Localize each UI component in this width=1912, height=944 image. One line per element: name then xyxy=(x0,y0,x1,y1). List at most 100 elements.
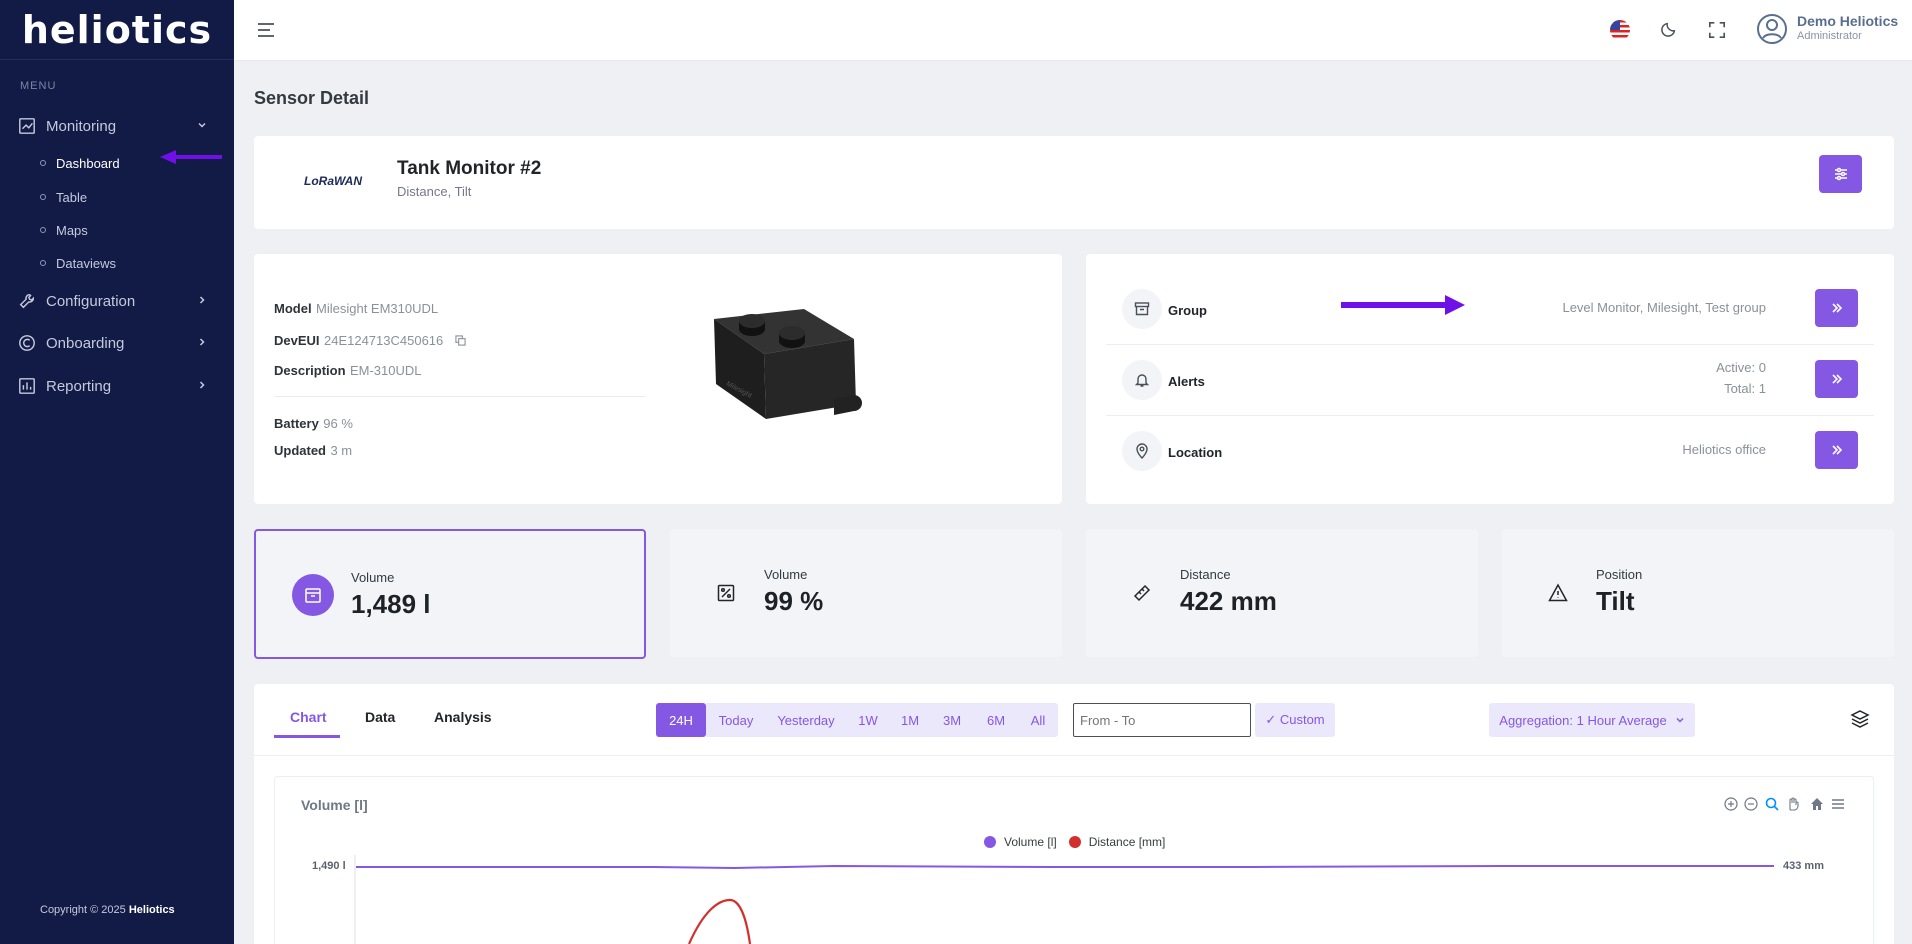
description-value: EM-310UDL xyxy=(349,363,422,378)
battery-value: 96 % xyxy=(323,416,353,431)
location-value: Heliotics office xyxy=(1682,442,1766,457)
tile-label: Volume xyxy=(351,570,395,585)
archive-icon xyxy=(1134,302,1150,316)
range-3m-button[interactable]: 3M xyxy=(930,703,974,737)
location-open-button[interactable] xyxy=(1815,431,1858,469)
range-6m-button[interactable]: 6M xyxy=(974,703,1018,737)
range-1w-button[interactable]: 1W xyxy=(846,703,890,737)
deveui-label: DevEUI xyxy=(274,332,320,348)
alerts-active: Active: 0 xyxy=(1716,360,1766,375)
date-range-input[interactable] xyxy=(1073,703,1251,737)
sidebar-subitem-maps[interactable]: Maps xyxy=(0,217,234,243)
sidebar-item-configuration[interactable]: Configuration xyxy=(0,286,234,316)
range-24h-button[interactable]: 24H xyxy=(656,703,706,737)
bell-icon xyxy=(1134,374,1150,387)
tab-analysis[interactable]: Analysis xyxy=(434,709,492,725)
copyright: Copyright © 2025 Heliotics xyxy=(40,904,175,916)
zoom-in-icon[interactable] xyxy=(1724,797,1738,811)
magnifier-icon[interactable] xyxy=(1765,797,1779,811)
chevron-down-icon xyxy=(198,122,206,128)
device-settings-button[interactable] xyxy=(1819,155,1862,193)
user-circle-icon[interactable] xyxy=(1756,13,1788,45)
tab-data[interactable]: Data xyxy=(365,709,396,725)
range-all-button[interactable]: All xyxy=(1018,703,1058,737)
location-icon-wrap xyxy=(1122,431,1162,471)
deveui-row: DevEUI 24E124713C450616 xyxy=(274,331,466,349)
range-1m-button[interactable]: 1M xyxy=(890,703,930,737)
deveui-value: 24E124713C450616 xyxy=(323,332,444,348)
alerts-icon-wrap xyxy=(1122,360,1162,400)
alerts-label: Alerts xyxy=(1168,374,1205,389)
model-row: Model Milesight EM310UDL xyxy=(274,300,438,318)
layers-icon[interactable] xyxy=(1850,709,1870,729)
active-tab-indicator xyxy=(274,735,340,738)
sidebar-subitem-dataviews[interactable]: Dataviews xyxy=(0,250,234,276)
legend-label-volume[interactable]: Volume [l] xyxy=(1004,835,1057,849)
sidebar-item-label: Monitoring xyxy=(46,117,117,135)
aggregation-dropdown[interactable]: Aggregation: 1 Hour Average xyxy=(1489,703,1695,737)
sidebar-item-reporting[interactable]: Reporting xyxy=(0,371,234,401)
series-volume-line xyxy=(356,864,1774,870)
user-role: Administrator xyxy=(1797,30,1862,42)
pan-hand-icon[interactable] xyxy=(1786,797,1800,811)
battery-label: Battery xyxy=(274,416,319,431)
legend-label-distance[interactable]: Distance [mm] xyxy=(1088,835,1166,849)
divider xyxy=(254,755,1894,756)
device-header-card: LoRaWAN Tank Monitor #2 Distance, Tilt xyxy=(254,136,1894,229)
subitem-label: Table xyxy=(56,189,88,205)
chevron-right-icon xyxy=(199,381,205,389)
copyright-brand: Heliotics xyxy=(128,904,175,916)
sidebar-item-onboarding[interactable]: Onboarding xyxy=(0,328,234,358)
range-today-button[interactable]: Today xyxy=(706,703,766,737)
tile-value: 422 mm xyxy=(1180,586,1277,616)
sidebar-subitem-dashboard[interactable]: Dashboard xyxy=(0,150,234,176)
bar-chart-icon xyxy=(19,378,35,394)
chart-legend: Volume [l] Distance [mm] xyxy=(984,835,1165,849)
bullet-icon xyxy=(40,194,46,200)
sidebar-subitem-table[interactable]: Table xyxy=(0,184,234,210)
tile-label: Distance xyxy=(1180,567,1231,582)
subitem-label: Dashboard xyxy=(56,155,120,171)
chart-line-icon xyxy=(19,118,35,134)
home-icon[interactable] xyxy=(1810,797,1824,811)
copy-icon[interactable] xyxy=(455,334,466,346)
lorawan-logo: LoRaWAN xyxy=(304,174,362,188)
metric-tile-volume-liters[interactable]: Volume 1,489 l xyxy=(254,529,646,659)
zoom-out-icon[interactable] xyxy=(1744,797,1758,811)
app-logo[interactable]: heliotics xyxy=(0,0,234,60)
chart-title: Volume [l] xyxy=(301,797,368,813)
device-name: Tank Monitor #2 xyxy=(397,158,542,179)
copyright-text: Copyright © 2025 xyxy=(40,904,129,916)
sidebar: heliotics MENU Monitoring Dashboard Tabl… xyxy=(0,0,234,944)
user-name[interactable]: Demo Heliotics xyxy=(1797,13,1899,29)
custom-range-button[interactable]: ✓ Custom xyxy=(1255,703,1335,737)
sidebar-item-label: Onboarding xyxy=(46,334,125,352)
legend-marker-volume xyxy=(984,836,996,848)
tile-value: 99 % xyxy=(764,586,824,616)
menu-icon[interactable] xyxy=(256,20,276,40)
range-yesterday-button[interactable]: Yesterday xyxy=(766,703,846,737)
subitem-label: Maps xyxy=(56,222,88,238)
tile-label: Position xyxy=(1596,567,1643,582)
onboarding-icon xyxy=(19,335,35,351)
moon-icon[interactable] xyxy=(1660,20,1678,38)
group-value: Level Monitor, Milesight, Test group xyxy=(1562,300,1766,315)
metric-tile-distance[interactable]: Distance 422 mm xyxy=(1086,529,1478,657)
y-right-tick: 433 mm xyxy=(1783,860,1824,872)
metric-tile-position[interactable]: Position Tilt xyxy=(1502,529,1894,657)
topbar: Demo Heliotics Administrator xyxy=(234,0,1912,60)
group-open-button[interactable] xyxy=(1815,289,1858,327)
us-flag-icon[interactable] xyxy=(1610,20,1630,40)
updated-row: Updated 3 m xyxy=(274,442,352,460)
metric-tile-volume-percent[interactable]: Volume 99 % xyxy=(670,529,1062,657)
hamburger-menu-icon[interactable] xyxy=(1831,797,1845,811)
alerts-open-button[interactable] xyxy=(1815,360,1858,398)
model-label: Model xyxy=(274,301,312,316)
fullscreen-icon[interactable] xyxy=(1708,21,1726,39)
sidebar-item-monitoring[interactable]: Monitoring xyxy=(0,111,234,141)
tab-chart[interactable]: Chart xyxy=(290,709,327,725)
wrench-icon xyxy=(19,293,35,309)
divider xyxy=(1106,415,1874,416)
lorawan-logo-text: LoRaWAN xyxy=(304,174,362,188)
aggregation-label: Aggregation: 1 Hour Average xyxy=(1499,712,1667,728)
